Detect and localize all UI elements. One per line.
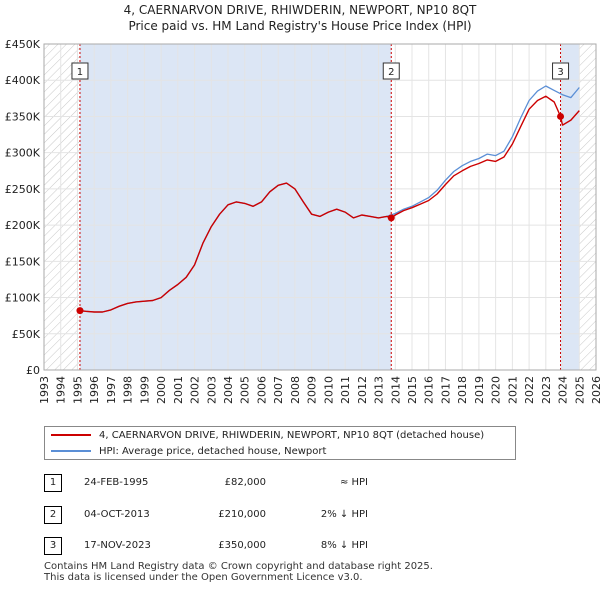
plot-frame <box>43 43 597 371</box>
sale-hpi-diff: ≈ HPI <box>339 477 368 488</box>
x-tick-label: 2017 <box>439 376 452 404</box>
x-tick-label: 2008 <box>289 376 302 404</box>
sale-price: £350,000 <box>218 540 266 551</box>
sale-hpi-diff: 8% ↓ HPI <box>320 540 368 551</box>
y-tick-label: £400K <box>5 74 41 87</box>
x-tick-label: 2000 <box>155 376 168 404</box>
legend-swatch-price <box>51 434 91 436</box>
x-tick-label: 1996 <box>88 376 101 404</box>
legend: 4, CAERNARVON DRIVE, RHIWDERIN, NEWPORT,… <box>44 426 516 460</box>
chart-title: 4, CAERNARVON DRIVE, RHIWDERIN, NEWPORT,… <box>123 3 477 17</box>
sale-price: £82,000 <box>224 477 266 488</box>
sale-marker-box <box>71 62 89 80</box>
sale-point <box>387 214 395 222</box>
x-tick-label: 2001 <box>172 376 185 404</box>
price-chart: £0 £50K £100K £150K £200K £250K £300K £350K £400… <box>5 38 600 404</box>
shaded-region <box>560 44 580 370</box>
sale-date: 17-NOV-2023 <box>84 540 151 551</box>
x-tick-label: 2010 <box>322 376 335 404</box>
y-tick-label: £300K <box>5 147 41 160</box>
x-tick-label: 1994 <box>55 376 68 404</box>
x-tick-label: 2005 <box>239 376 252 404</box>
x-tick-label: 2025 <box>573 376 586 404</box>
x-tick-label: 2002 <box>189 376 202 404</box>
x-tick-label: 2007 <box>272 376 285 404</box>
x-tick-label: 2003 <box>205 376 218 404</box>
x-tick-label: 2004 <box>222 376 235 404</box>
y-tick-label: £150K <box>5 255 41 268</box>
x-tick-label: 1995 <box>71 376 84 404</box>
sale-number: 3 <box>44 537 62 555</box>
shaded-region <box>79 44 392 370</box>
sale-hpi-diff: 2% ↓ HPI <box>320 509 368 520</box>
footer-licence: This data is licensed under the Open Gov… <box>44 572 363 583</box>
sale-number: 2 <box>44 506 62 524</box>
x-tick-label: 2018 <box>456 376 469 404</box>
legend-item-hpi: HPI: Average price, detached house, Newp… <box>51 444 326 460</box>
sale-number: 1 <box>44 474 62 492</box>
x-tick-label: 2023 <box>540 376 553 404</box>
x-tick-label: 2009 <box>306 376 319 404</box>
sale-marker-label: 3 <box>557 67 563 78</box>
y-tick-label: £450K <box>5 38 41 51</box>
sale-point <box>76 307 84 315</box>
x-tick-label: 2022 <box>523 376 536 404</box>
hatched-region <box>579 44 596 370</box>
y-tick-label: £250K <box>5 183 41 196</box>
y-tick-label: £50K <box>12 328 41 341</box>
y-tick-label: £200K <box>5 219 41 232</box>
footer: Contains HM Land Registry data © Crown c… <box>44 561 433 583</box>
x-tick-label: 1997 <box>105 376 118 404</box>
x-tick-label: 2020 <box>490 376 503 404</box>
x-tick-label: 2019 <box>473 376 486 404</box>
price-paid-line <box>79 95 580 313</box>
sale-date: 04-OCT-2013 <box>84 509 150 520</box>
sale-point <box>557 112 565 120</box>
y-tick-label: £0 <box>26 364 40 377</box>
hatched-region <box>44 44 80 370</box>
x-tick-label: 2026 <box>590 376 600 404</box>
x-tick-label: 2016 <box>423 376 436 404</box>
x-tick-label: 2012 <box>356 376 369 404</box>
chart-subtitle: Price paid vs. HM Land Registry's House … <box>128 19 472 33</box>
y-tick-label: £350K <box>5 110 41 123</box>
y-tick-label: £100K <box>5 292 41 305</box>
x-tick-label: 2015 <box>406 376 419 404</box>
sale-marker-box <box>552 62 570 80</box>
x-tick-label: 2024 <box>557 376 570 404</box>
x-tick-label: 1993 <box>38 376 51 404</box>
sale-marker-label: 2 <box>388 67 394 78</box>
legend-swatch-hpi <box>51 450 91 452</box>
sale-marker-label: 1 <box>77 67 83 78</box>
x-tick-label: 2021 <box>506 376 519 404</box>
x-tick-label: 2013 <box>373 376 386 404</box>
x-tick-label: 1999 <box>138 376 151 404</box>
legend-item-price: 4, CAERNARVON DRIVE, RHIWDERIN, NEWPORT,… <box>51 428 484 444</box>
sale-date: 24-FEB-1995 <box>84 477 149 488</box>
sale-price: £210,000 <box>218 509 266 520</box>
footer-copyright: Contains HM Land Registry data © Crown c… <box>44 561 433 572</box>
x-tick-label: 1998 <box>122 376 135 404</box>
x-tick-label: 2014 <box>389 376 402 404</box>
legend-label-price: 4, CAERNARVON DRIVE, RHIWDERIN, NEWPORT,… <box>99 430 485 441</box>
x-tick-label: 2006 <box>255 376 268 404</box>
sale-marker-box <box>382 62 400 80</box>
legend-label-hpi: HPI: Average price, detached house, Newp… <box>99 446 327 457</box>
x-tick-label: 2011 <box>339 376 352 404</box>
